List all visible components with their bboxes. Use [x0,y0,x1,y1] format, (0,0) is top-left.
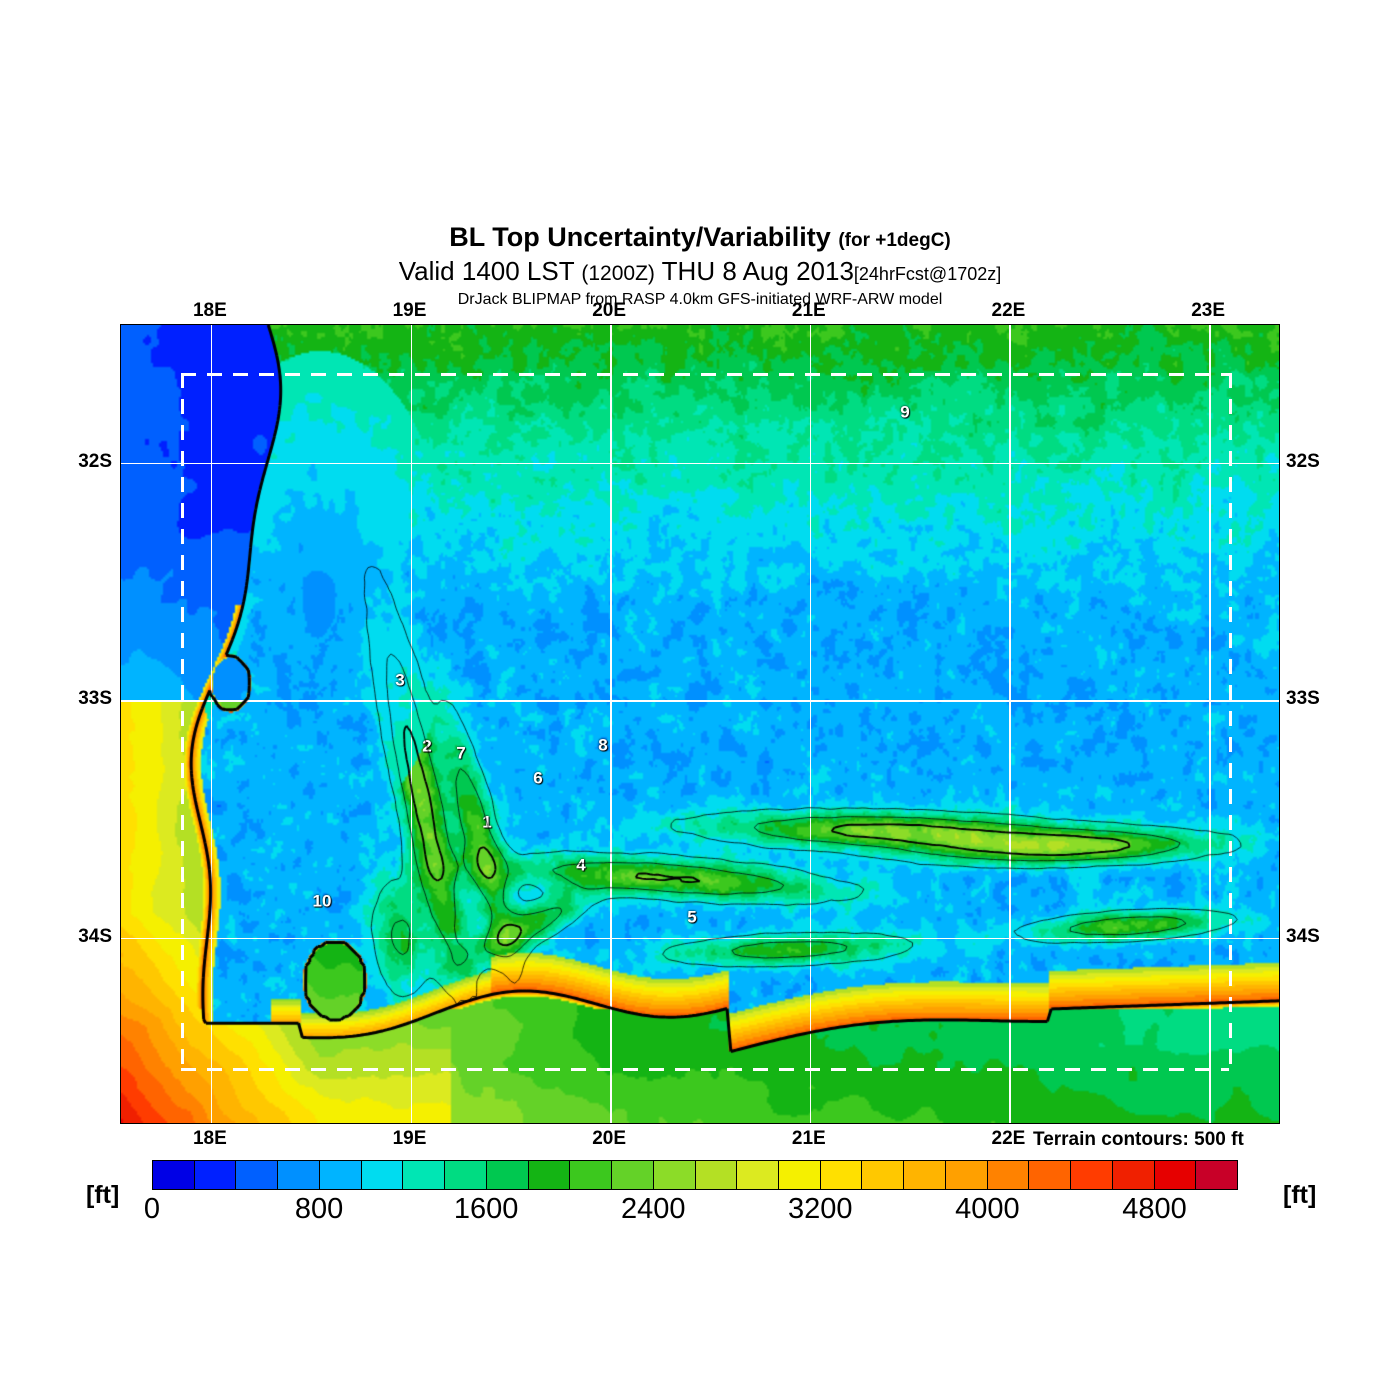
lon-label-bottom-19E: 19E [392,1128,427,1149]
colorbar-band-13 [695,1161,738,1189]
lon-label-bottom-21E: 21E [791,1128,826,1149]
colorbar-band-17 [862,1161,905,1189]
colorbar-band-24 [1154,1161,1197,1189]
valid-time-line: Valid 1400 LST (1200Z) THU 8 Aug 2013[24… [0,256,1400,289]
lat-label-left-33S: 33S [78,688,112,710]
colorbar-band-11 [612,1161,654,1189]
colorbar-unit-left: [ft] [86,1181,120,1209]
colorbar-band-10 [570,1161,613,1189]
lat-label-right-33S: 33S [1286,688,1320,710]
terrain-contour-note: Terrain contours: 500 ft [1031,1128,1246,1152]
colorbar-band-14 [737,1161,780,1189]
colorbar-band-18 [904,1161,946,1189]
colorbar-tick-1600: 1600 [453,1193,519,1225]
colorbar-band-7 [445,1161,487,1189]
colorbar-tick-3200: 3200 [788,1193,853,1225]
lat-label-right-34S: 34S [1286,925,1320,947]
lon-label-top-19E: 19E [392,300,427,321]
colorbar-band-21 [1029,1161,1072,1189]
lon-label-top-22E: 22E [991,300,1026,321]
colorbar-band-12 [653,1161,696,1189]
page-title: BL Top Uncertainty/Variability (for +1de… [0,222,1400,256]
valid-prefix-text: Valid 1400 LST [398,256,575,286]
colorbar-legend: [ft] [ft] 0 800 1600 2400 3200 4000 4800 [0,1155,1400,1235]
lon-label-top-18E: 18E [192,300,227,321]
colorbar-band-4 [319,1161,362,1189]
map-contour-layer [121,325,1279,1123]
colorbar-band-25 [1196,1161,1238,1189]
colorbar-band-19 [945,1161,988,1189]
colorbar-tick-2400: 2400 [620,1193,686,1225]
colorbar-band-1 [194,1161,237,1189]
colorbar-band-6 [403,1161,446,1189]
model-source-line: DrJack BLIPMAP from RASP 4.0km GFS-initi… [457,291,943,308]
lon-label-bottom-18E: 18E [192,1128,227,1149]
colorbar-band-23 [1112,1161,1155,1189]
lat-label-left-32S: 32S [78,450,112,472]
colorbar-swatches [152,1160,1238,1190]
title-block: BL Top Uncertainty/Variability (for +1de… [0,222,1400,310]
colorbar-tick-4800: 4800 [1122,1193,1187,1225]
colorbar-tick-4000: 4000 [955,1193,1020,1225]
valid-date-text: THU 8 Aug 2013 [661,256,854,286]
colorbar-band-20 [987,1161,1030,1189]
lat-label-right-32S: 32S [1286,450,1320,472]
forecast-tag-text: [24hrFcst@1702z] [853,264,1002,284]
colorbar-band-9 [528,1161,571,1189]
colorbar-tick-800: 800 [294,1193,344,1225]
title-main-text: BL Top Uncertainty/Variability [449,222,831,252]
lat-label-left-34S: 34S [78,925,112,947]
lon-label-top-23E: 23E [1191,300,1226,321]
colorbar-band-8 [486,1161,529,1189]
colorbar-band-22 [1071,1161,1113,1189]
colorbar-band-0 [153,1161,195,1189]
title-qualifier-text: (for +1degC) [838,230,951,251]
colorbar-band-16 [820,1161,863,1189]
colorbar-band-2 [236,1161,279,1189]
lon-label-bottom-20E: 20E [592,1128,627,1149]
colorbar-band-5 [361,1161,404,1189]
lon-label-top-20E: 20E [592,300,627,321]
forecast-map[interactable]: 93278614105 18E 19E 20E 21E 22E 23E 18E 19E 20E 2… [78,300,1320,1152]
colorbar-unit-right: [ft] [1283,1181,1317,1209]
lon-label-top-21E: 21E [791,300,826,321]
colorbar-tick-0: 0 [143,1193,161,1225]
colorbar-band-3 [278,1161,320,1189]
lon-label-bottom-22E: 22E [991,1128,1026,1149]
map-frame: 93278614105 [120,324,1280,1124]
colorbar-band-15 [779,1161,821,1189]
valid-z-text: (1200Z) [581,262,655,285]
